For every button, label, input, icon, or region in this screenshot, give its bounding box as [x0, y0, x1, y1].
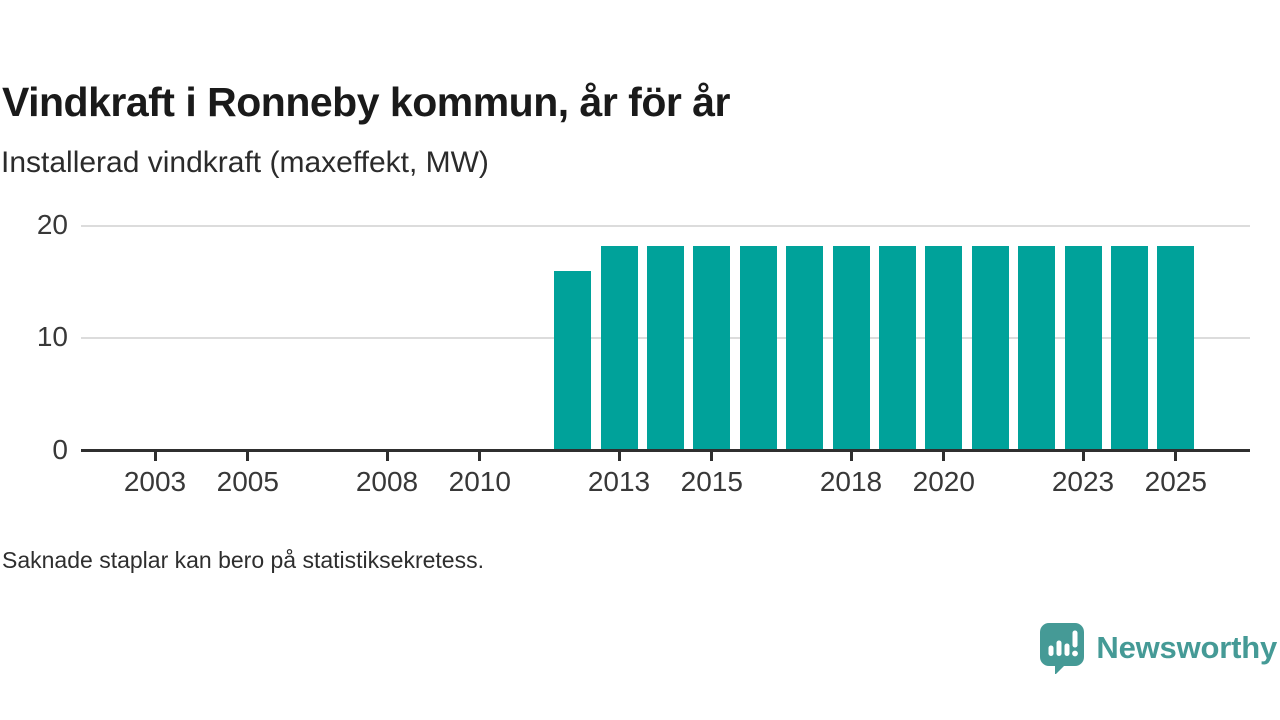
x-tick-2008: [385, 452, 389, 461]
x-tick-2010: [478, 452, 482, 461]
bar-2013: [600, 245, 638, 449]
bar-2023: [1064, 245, 1102, 449]
newsworthy-logo-icon: [1038, 622, 1086, 674]
footnote: Saknade staplar kan bero på statistiksek…: [2, 547, 484, 573]
speech-bubble-shape: [1040, 623, 1085, 674]
x-tick-2020: [942, 452, 946, 461]
page-title: Vindkraft i Ronneby kommun, år för år: [2, 79, 731, 126]
bar-2019: [878, 245, 916, 449]
x-tick-label-2023: 2023: [1051, 466, 1115, 497]
x-tick-label-2005: 2005: [216, 466, 279, 497]
bar-2017: [786, 245, 824, 449]
y-tick-label-0: 0: [52, 433, 68, 465]
x-axis-line: [81, 449, 1250, 452]
bar-2014: [646, 245, 684, 449]
x-tick-label-2010: 2010: [448, 466, 511, 497]
y-gridline-20: [81, 224, 1250, 227]
x-tick-label-2020: 2020: [912, 466, 975, 497]
bar-2021: [971, 245, 1009, 449]
bar-2024: [1110, 245, 1148, 449]
x-tick-label-2025: 2025: [1144, 466, 1207, 497]
y-tick-label-20: 20: [36, 208, 68, 240]
x-tick-2003: [153, 452, 157, 461]
x-tick-label-2003: 2003: [123, 466, 187, 497]
x-tick-2023: [1081, 452, 1085, 461]
x-tick-label-2015: 2015: [680, 466, 743, 497]
chart-subtitle: Installerad vindkraft (maxeffekt, MW): [1, 146, 489, 179]
bar-2022: [1018, 245, 1056, 449]
bar-2015: [693, 245, 731, 449]
bar-2025: [1157, 245, 1195, 449]
bar-2012: [554, 270, 592, 449]
x-tick-label-2008: 2008: [355, 466, 419, 497]
bar-2020: [925, 245, 963, 449]
x-tick-2018: [849, 452, 853, 461]
y-tick-label-10: 10: [36, 321, 68, 352]
x-tick-2013: [617, 452, 621, 461]
brand-name: Newsworthy: [1096, 630, 1277, 665]
x-tick-label-2013: 2013: [587, 466, 651, 497]
x-tick-label-2018: 2018: [819, 466, 883, 497]
x-tick-2025: [1174, 452, 1178, 461]
bar-2018: [832, 245, 870, 449]
x-tick-2015: [710, 452, 714, 461]
bar-2016: [739, 245, 777, 449]
x-tick-2005: [246, 452, 250, 461]
brand-lockup: Newsworthy: [1038, 622, 1277, 674]
